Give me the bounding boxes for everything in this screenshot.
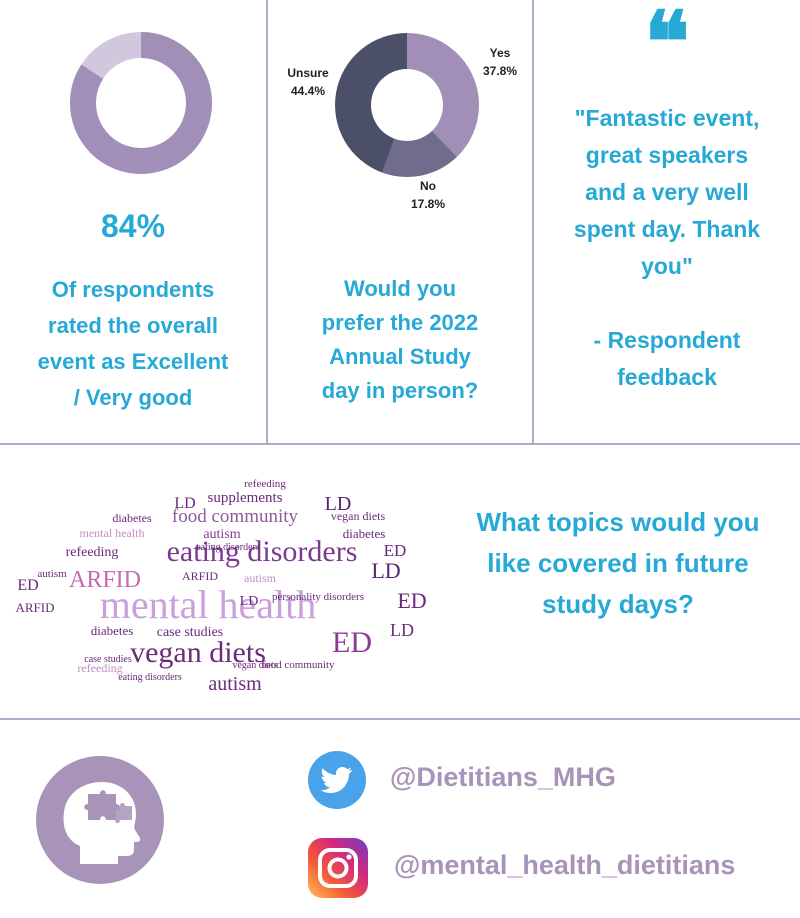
testimonial-attribution: - Respondent feedback — [534, 322, 800, 396]
quote-line: great speakers — [585, 142, 749, 168]
caption-line: / Very good — [73, 385, 193, 410]
word-cloud-term: autism — [208, 673, 262, 695]
word-cloud-term: autism — [244, 571, 277, 585]
instagram-icon[interactable] — [308, 838, 368, 898]
word-cloud-term: eating disorders — [118, 672, 182, 683]
topics-question: What topics would you like covered in fu… — [436, 502, 800, 625]
slice-yes — [407, 33, 479, 157]
instagram-handle-link[interactable]: @mental_health_dietitians — [394, 850, 736, 880]
quote-line: and a very well — [585, 179, 749, 205]
word-cloud-term: ARFID — [15, 600, 54, 615]
twitter-handle-link[interactable]: @Dietitians_MHG — [390, 762, 616, 792]
caption-line: Annual Study — [329, 344, 471, 369]
caption-line: prefer the 2022 — [321, 310, 479, 335]
donut-fill-excellent — [70, 32, 212, 174]
word-cloud-term: LD — [371, 558, 400, 583]
caption-line: Would you — [343, 276, 457, 301]
word-cloud-term: ED — [384, 541, 407, 560]
word-cloud-term: ED — [17, 577, 38, 594]
word-cloud-term: diabetes — [343, 526, 386, 541]
label-unsure-value: 44.4% — [291, 84, 325, 98]
question-line: study days? — [542, 589, 694, 619]
quote-line: "Fantastic event, — [574, 105, 760, 131]
excellent-percent: 84% — [100, 208, 166, 244]
word-cloud-term: LD — [390, 620, 414, 640]
word-cloud-term: ED — [397, 588, 426, 613]
divider-horizontal-1 — [0, 443, 800, 445]
testimonial-quote: "Fantastic event, great speakers and a v… — [534, 100, 800, 285]
word-cloud-term: ED — [332, 626, 372, 659]
word-cloud-term: case studies — [157, 625, 223, 640]
word-cloud-term: refeeding — [244, 478, 286, 490]
caption-line: event as Excellent — [37, 349, 229, 374]
quote-line: spent day. Thank — [573, 216, 761, 242]
in-person-preference-chart: Yes 37.8% No 17.8% Unsure 44.4% — [287, 33, 517, 211]
word-cloud-term: refeeding — [77, 661, 122, 675]
word-cloud-term: refeeding — [66, 545, 119, 560]
caption-line: rated the overall — [48, 313, 218, 338]
word-cloud-term: eating disorders — [196, 542, 260, 553]
word-cloud-term: autism — [203, 527, 240, 542]
word-cloud-term: vegan diets — [331, 509, 386, 523]
label-yes-value: 37.8% — [483, 64, 517, 78]
word-cloud-term: food community — [261, 659, 335, 671]
brain-puzzle-head-icon — [36, 756, 164, 884]
word-cloud-term: supplements — [208, 490, 283, 506]
word-cloud-term: personality disorders — [272, 591, 364, 603]
topics-word-cloud: mental health eating disorders vegan diets… — [15, 478, 426, 695]
caption-line: Of respondents — [51, 277, 215, 302]
word-cloud-term: case studies — [84, 654, 132, 665]
word-cloud-term: mental health — [80, 526, 145, 540]
divider-horizontal-2 — [0, 718, 800, 720]
quote-mark-icon: ❝ — [644, 0, 690, 89]
label-yes-name: Yes — [490, 46, 511, 60]
excellent-caption: Of respondents rated the overall event a… — [0, 272, 266, 416]
word-cloud-term: vegan diets — [130, 636, 266, 669]
word-cloud-term: autism — [37, 568, 67, 580]
divider-vertical-2 — [532, 0, 534, 444]
caption-line: day in person? — [321, 378, 479, 403]
donut-hole — [371, 69, 443, 141]
label-no-name: No — [420, 179, 436, 193]
twitter-icon[interactable] — [308, 751, 366, 809]
excellent-rating-donut — [70, 32, 212, 174]
word-cloud-term: diabetes — [112, 511, 152, 525]
label-no-value: 17.8% — [411, 197, 445, 211]
in-person-caption: Would you prefer the 2022 Annual Study d… — [268, 272, 532, 408]
slice-unsure — [335, 33, 407, 173]
label-unsure-name: Unsure — [287, 66, 329, 80]
word-cloud-term: LD — [240, 594, 259, 609]
attribution-line: feedback — [617, 364, 717, 390]
word-cloud-term: eating disorders — [167, 535, 358, 568]
word-cloud-term: mental health — [100, 582, 317, 627]
word-cloud-term: LD — [174, 495, 195, 512]
word-cloud-term: vegan diets — [232, 660, 277, 671]
question-line: What topics would you — [476, 507, 760, 537]
word-cloud-term: diabetes — [91, 623, 134, 638]
quote-line: you" — [641, 253, 693, 279]
word-cloud-term: food community — [172, 506, 299, 527]
word-cloud-term: ARFID — [182, 569, 218, 583]
word-cloud-term: LD — [325, 493, 352, 515]
attribution-line: - Respondent — [593, 327, 741, 353]
question-line: like covered in future — [487, 548, 749, 578]
divider-vertical-1 — [266, 0, 268, 444]
word-cloud-term: ARFID — [69, 567, 141, 593]
